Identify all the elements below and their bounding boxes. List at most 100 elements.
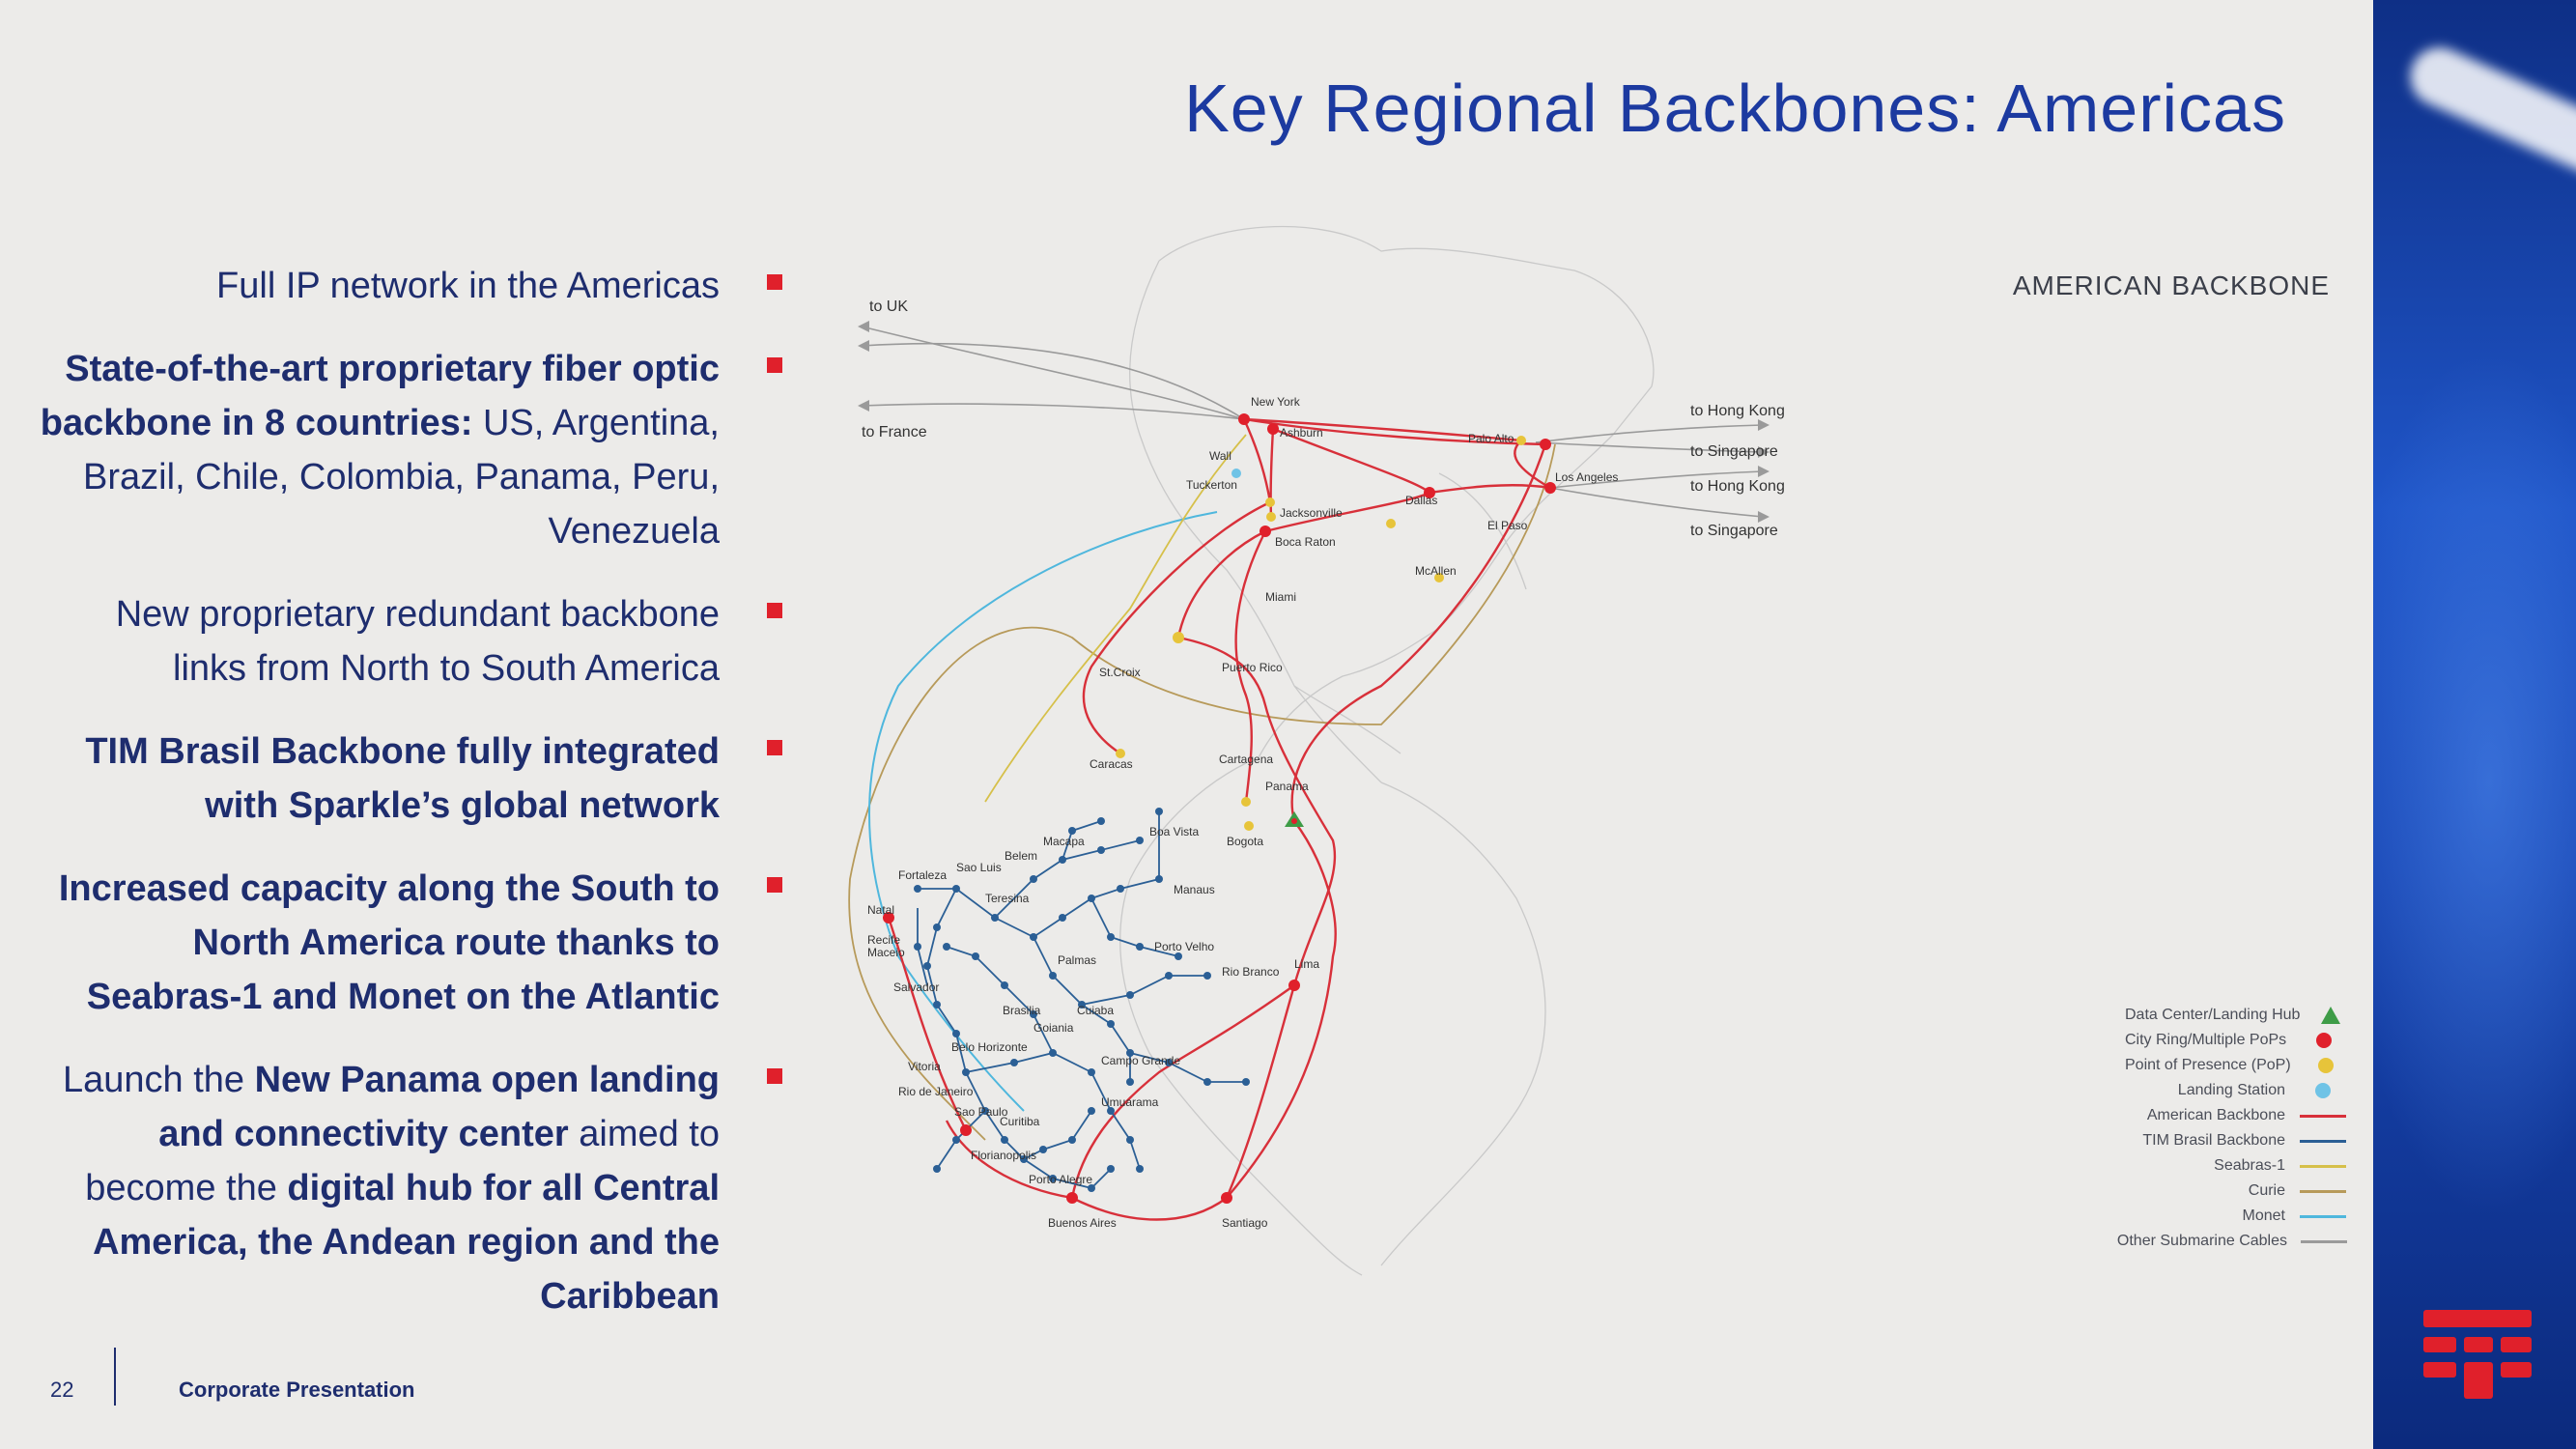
label-panama: Panama [1265, 780, 1309, 793]
label-ashburn: Ashburn [1280, 426, 1323, 440]
label-vitoria: Vitoria [908, 1060, 941, 1073]
legend-item: Seabras-1 [2125, 1153, 2347, 1179]
label-macapa: Macapa [1043, 835, 1085, 848]
legend-item: Data Center/Landing Hub [2125, 1003, 2347, 1028]
legend-dot-icon [2317, 1058, 2334, 1073]
map-section-label: AMERICAN BACKBONE [2012, 270, 2330, 300]
label-to-france: to France [862, 424, 927, 440]
label-miami: Miami [1265, 590, 1296, 604]
label-brasilia: Brasilia [1003, 1004, 1041, 1017]
label-belo-horizonte: Belo Horizonte [951, 1040, 1028, 1054]
legend-item: American Backbone [2125, 1103, 2347, 1128]
bullet-item: New proprietary redundant backbone links… [39, 587, 782, 696]
american-backbone [887, 417, 1551, 1221]
label-campo-grande: Campo Grande [1101, 1054, 1180, 1067]
label-salvador: Salvador [893, 980, 939, 994]
tim-brasil-nodes [914, 808, 1250, 1192]
label-tuckerton: Tuckerton [1186, 478, 1237, 492]
legend-line-icon [2301, 1239, 2347, 1243]
label-maceio: Maceio [867, 946, 905, 959]
legend-symbol [2299, 1131, 2347, 1151]
bullet-text: New Panama open landing and connectivity… [158, 1060, 720, 1154]
legend-label: Point of Presence (PoP) [2125, 1057, 2291, 1073]
label-porto-velho: Porto Velho [1154, 940, 1214, 953]
bullet-marker [767, 357, 782, 373]
page-title: Key Regional Backbones: Americas [1184, 71, 2286, 146]
label-new-york: New York [1251, 395, 1301, 409]
label-sao-paulo: Sao Paulo [954, 1105, 1008, 1119]
legend-label: Curie [2248, 1182, 2285, 1199]
page-number: 22 [50, 1378, 74, 1402]
legend-label: Data Center/Landing Hub [2125, 1007, 2301, 1023]
tim-logo-icon [2423, 1310, 2532, 1399]
bullet-item: Launch the New Panama open landing and c… [39, 1053, 782, 1323]
bullet-text: Launch the [62, 1060, 255, 1100]
label-boca-raton: Boca Raton [1275, 535, 1336, 549]
bullet-text: aimed to become the [85, 1114, 720, 1208]
label-rio-de-janeiro: Rio de Janeiro [898, 1085, 974, 1098]
label-caracas: Caracas [1090, 757, 1133, 771]
legend-item: TIM Brasil Backbone [2125, 1128, 2347, 1153]
label-fortaleza: Fortaleza [898, 868, 947, 882]
label-umuarama: Umuarama [1101, 1095, 1159, 1109]
label-santiago: Santiago [1222, 1216, 1268, 1230]
label-recife: Recife [867, 933, 900, 947]
label-wall: Wall [1209, 449, 1231, 463]
label-puerto-rico: Puerto Rico [1222, 661, 1283, 674]
curie-cable [848, 443, 1556, 1141]
legend-item: City Ring/Multiple PoPs [2125, 1028, 2347, 1053]
label-buenos-aires: Buenos Aires [1048, 1216, 1117, 1230]
legend-symbol [2300, 1031, 2347, 1050]
bullet-text: New proprietary redundant backbone links… [115, 594, 720, 689]
legend-symbol [2313, 1006, 2347, 1025]
legend-label: City Ring/Multiple PoPs [2125, 1032, 2287, 1048]
legend-item: Curie [2125, 1179, 2347, 1204]
bullet-marker [767, 740, 782, 755]
label-manaus: Manaus [1174, 883, 1215, 896]
legend-symbol [2299, 1181, 2347, 1201]
legend-item: Monet [2125, 1204, 2347, 1229]
legend-line-icon [2300, 1114, 2346, 1118]
bullet-text: US, Argentina, Brazil, Chile, Colombia, … [83, 403, 720, 552]
legend-dot-icon [2315, 1083, 2331, 1098]
label-cuiaba: Cuiaba [1077, 1004, 1114, 1017]
brand-side-band [2373, 0, 2576, 1449]
legend-symbol [2299, 1156, 2347, 1176]
bullet-item: State-of-the-art proprietary fiber optic… [39, 342, 782, 558]
bullet-marker [767, 1068, 782, 1084]
bullet-list: Full IP network in the Americas State-of-… [39, 259, 782, 1352]
label-jacksonville: Jacksonville [1280, 506, 1343, 520]
legend-label: Monet [2242, 1208, 2285, 1224]
label-to-uk: to UK [869, 298, 908, 315]
legend-label: Seabras-1 [2214, 1157, 2285, 1174]
label-to-hong-kong-2: to Hong Kong [1690, 478, 1785, 495]
bullet-marker [767, 603, 782, 618]
legend-dot-icon [2315, 1033, 2332, 1048]
route-arrows [858, 321, 1769, 523]
bullet-item: Increased capacity along the South to No… [39, 862, 782, 1024]
americas-network-map: to UK to France to Hong Kong to Singapor… [848, 225, 1785, 1276]
label-mcallen: McAllen [1415, 564, 1457, 578]
label-teresina: Teresina [985, 892, 1030, 905]
city-markers [883, 413, 1556, 1204]
bullet-text: TIM Brasil Backbone fully integrated wit… [85, 731, 720, 826]
other-submarine-cables [861, 326, 1764, 518]
bullet-marker [767, 877, 782, 893]
legend-line-icon [2300, 1139, 2346, 1143]
label-rio-branco: Rio Branco [1222, 965, 1280, 979]
label-lima: Lima [1294, 957, 1319, 971]
label-curitiba: Curitiba [1000, 1115, 1040, 1128]
bullet-text: Full IP network in the Americas [216, 266, 720, 306]
bullet-text: Increased capacity along the South to No… [58, 868, 720, 1017]
continent-outlines [1118, 225, 1655, 1276]
legend-item: Other Submarine Cables [2117, 1229, 2347, 1254]
bullet-text: digital hub for all Central America, the… [93, 1168, 720, 1317]
legend-symbol [2299, 1081, 2347, 1100]
label-to-singapore-1: to Singapore [1690, 443, 1778, 460]
label-belem: Belem [1005, 849, 1037, 863]
legend-line-icon [2300, 1214, 2346, 1218]
label-cartagena: Cartagena [1219, 753, 1273, 766]
legend-item: Landing Station [2125, 1078, 2347, 1103]
legend-line-icon [2300, 1189, 2346, 1193]
footer-text: Corporate Presentation [179, 1378, 415, 1402]
